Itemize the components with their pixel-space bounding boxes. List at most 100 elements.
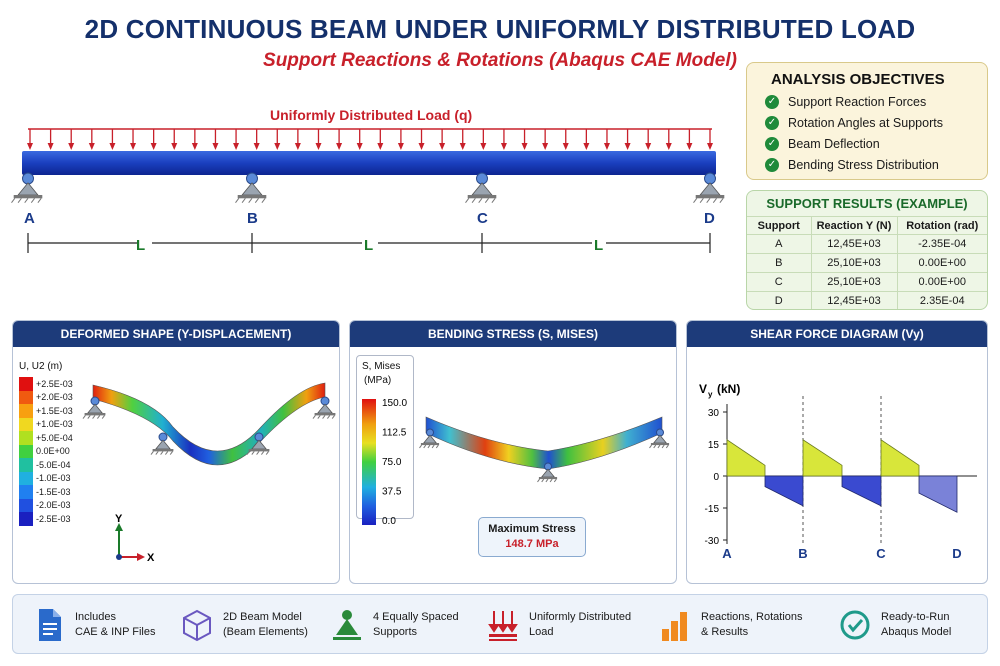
feature-item: 4 Equally Spaced Supports <box>331 603 459 647</box>
table-header-row: Support Reaction Y (N) Rotation (rad) <box>747 216 987 235</box>
legend-value: -2.0E-03 <box>36 500 71 511</box>
feature-item: Includes CAE & INP Files <box>33 603 156 647</box>
check-icon: ✓ <box>765 137 779 151</box>
load-arrow-head <box>603 143 610 150</box>
span-label-bc: L <box>364 237 374 254</box>
shear-ylabel-unit: (kN) <box>717 382 740 396</box>
dimension-lines <box>27 233 711 253</box>
legend-value: +1.0E-03 <box>36 419 73 430</box>
stress-legend-value: 75.0 <box>382 457 402 468</box>
shear-force-panel: SHEAR FORCE DIAGRAM (Vy) V y (kN) 30 15 0 -… <box>686 320 988 584</box>
max-stress-label: Maximum Stress <box>488 523 576 535</box>
legend-row: -1.0E-03 <box>19 471 71 485</box>
load-arrow-head <box>68 143 75 150</box>
legend-row: -2.5E-03 <box>19 512 71 526</box>
deformed-support-a <box>82 396 106 419</box>
legend-swatch <box>19 458 33 472</box>
support-icon <box>333 610 361 640</box>
load-arrow-head <box>47 143 54 150</box>
shear-span-1 <box>802 438 882 507</box>
load-arrow-head <box>397 143 404 150</box>
column-header: Reaction Y (N) <box>811 216 898 235</box>
load-arrow-head <box>377 143 384 150</box>
legend-value: -5.0E-04 <box>36 459 71 470</box>
load-arrow-head <box>130 143 137 150</box>
load-arrow-head <box>480 143 487 150</box>
load-arrow-head <box>27 143 33 150</box>
check-icon: ✓ <box>765 116 779 130</box>
load-arrow-head <box>253 143 260 150</box>
legend-row: +1.5E-03 <box>19 404 73 418</box>
load-arrows-icon <box>488 611 518 641</box>
shear-positive-region <box>802 438 843 477</box>
deformed-support-b <box>150 432 174 455</box>
deformed-support-d <box>312 396 336 419</box>
stress-legend-value: 112.5 <box>382 428 407 439</box>
load-arrow-head <box>88 143 95 150</box>
load-arrow-head <box>150 143 157 150</box>
deformed-supports <box>82 396 336 455</box>
legend-value: +5.0E-04 <box>36 432 73 443</box>
legend-unit: (MPa) <box>364 375 392 386</box>
load-arrow-head <box>707 143 713 150</box>
table-row: B 25,10E+03 0.00E+00 <box>747 253 987 273</box>
shear-tick-label: -15 <box>705 504 720 515</box>
panel-heading: BENDING STRESS (S, MISES) <box>350 321 676 347</box>
legend-value: 0.0E+00 <box>36 446 70 457</box>
legend-row: +2.0E-03 <box>19 390 73 404</box>
results-heading: SUPPORT RESULTS (EXAMPLE) <box>766 196 968 211</box>
legend-value: +2.5E-03 <box>36 378 73 389</box>
shear-marks <box>726 438 958 513</box>
udl-label: Uniformly Distributed Load (q) <box>270 107 473 123</box>
shear-support-label: A <box>722 546 732 561</box>
legend-swatch <box>19 444 33 458</box>
stress-drawing: 150.0 112.5 75.0 37.5 0.0 <box>362 398 670 527</box>
support-results-box: SUPPORT RESULTS (EXAMPLE) Support Reacti… <box>746 190 988 310</box>
objective-item: ✓ Beam Deflection <box>765 136 987 152</box>
objective-item: ✓ Support Reaction Forces <box>765 94 987 110</box>
max-stress-box: Maximum Stress 148.7 MPa <box>478 517 586 557</box>
load-arrow-head <box>562 143 569 150</box>
load-arrow-head <box>233 143 240 150</box>
load-arrow-head <box>294 143 301 150</box>
max-stress-value: 148.7 MPa <box>505 538 559 550</box>
shear-tick-label: 30 <box>708 408 720 419</box>
legend-title: U, U2 (m) <box>19 361 63 372</box>
load-arrow-head <box>212 143 219 150</box>
feature-item: Ready-to-Run Abaqus Model <box>839 603 951 647</box>
beam-support-a <box>11 172 43 203</box>
table-row: C 25,10E+03 0.00E+00 <box>747 272 987 292</box>
load-arrow-head <box>356 143 363 150</box>
legend-swatch <box>19 471 33 485</box>
legend-value: -2.5E-03 <box>36 513 71 524</box>
span-label-cd: L <box>594 237 604 254</box>
beam-drawing <box>11 128 725 253</box>
stress-legend-value: 37.5 <box>382 487 402 498</box>
shear-span-2 <box>880 438 958 513</box>
stress-legend-box <box>356 355 414 519</box>
shear-negative-region <box>918 475 958 513</box>
legend-swatch <box>19 390 33 404</box>
legend-swatch <box>19 498 33 512</box>
deformed-drawing: Y X <box>82 382 336 564</box>
page-title: 2D CONTINUOUS BEAM UNDER UNIFORMLY DISTR… <box>84 14 916 44</box>
legend-swatch <box>19 485 33 499</box>
load-arrow-head <box>521 143 528 150</box>
stress-legend-value: 0.0 <box>382 516 396 527</box>
legend-row: -2.0E-03 <box>19 498 71 512</box>
stress-legend-value: 150.0 <box>382 398 407 409</box>
shear-positive-region <box>726 438 766 477</box>
check-circle-icon <box>840 610 870 640</box>
load-arrow-head <box>109 143 116 150</box>
load-arrow-head <box>583 143 590 150</box>
stress-color-scale <box>362 399 376 525</box>
shear-positive-region <box>880 438 920 477</box>
table-row: A 12,45E+03 -2.35E-04 <box>747 234 987 254</box>
results-table: Support Reaction Y (N) Rotation (rad) A … <box>747 216 987 309</box>
shear-chart: V y (kN) 30 15 0 -15 -30A B C D <box>699 382 977 561</box>
load-arrow-head <box>171 143 178 150</box>
legend-row: -1.5E-03 <box>19 485 71 499</box>
shear-negative-region <box>841 475 882 507</box>
support-label-d: D <box>704 210 715 227</box>
panel-heading: SHEAR FORCE DIAGRAM (Vy) <box>687 321 987 347</box>
